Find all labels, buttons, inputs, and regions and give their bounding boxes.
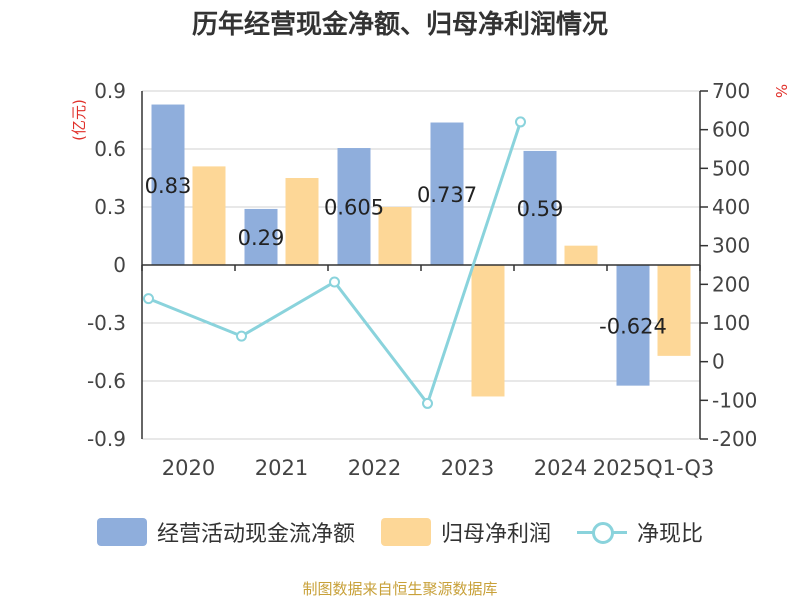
netprofit-bar: [285, 178, 319, 265]
x-tick-label: 2023: [441, 456, 494, 480]
ratio-point: [143, 293, 154, 305]
y-left-tick-label: -0.9: [87, 427, 126, 451]
legend-swatch-ratio: [577, 518, 627, 546]
cashflow-data-label: 0.605: [324, 196, 384, 220]
x-tick-label: 2020: [162, 456, 215, 480]
y-right-tick-label: 0: [712, 350, 725, 374]
y-right-tick-label: 200: [712, 272, 750, 296]
cashflow-bar: [616, 265, 650, 386]
cashflow-bar: [151, 104, 185, 266]
x-tick-label: 2025Q1-Q3: [593, 456, 715, 480]
y-left-tick-label: 0.3: [94, 195, 126, 219]
netprofit-bar: [657, 265, 691, 356]
netprofit-bar: [192, 166, 226, 265]
ratio-point: [236, 330, 247, 342]
cashflow-data-label: 0.737: [417, 183, 477, 207]
x-tick-label: 2024: [534, 456, 587, 480]
y-left-tick-label: 0.9: [94, 79, 126, 103]
y-right-tick-label: 300: [712, 234, 750, 258]
cashflow-bar: [430, 122, 464, 265]
y-right-tick-label: 500: [712, 156, 750, 180]
y-left-tick-label: 0: [113, 253, 126, 277]
y-right-tick-label: 600: [712, 118, 750, 142]
ratio-point: [329, 276, 340, 288]
legend-swatch-cashflow: [96, 518, 147, 546]
y-right-tick-label: 700: [712, 79, 750, 103]
cashflow-bar: [244, 208, 278, 265]
bars: [151, 104, 691, 397]
y-left-tick-label: -0.3: [87, 311, 126, 335]
legend-item-cashflow[interactable]: 经营活动现金流净额: [96, 516, 355, 548]
cashflow-data-label: 0.59: [517, 197, 564, 221]
y-right-tick-label: -100: [712, 388, 757, 412]
legend: 经营活动现金流净额 归母净利润 净现比: [0, 516, 800, 548]
ratio-line: [143, 116, 526, 409]
legend-label-cashflow: 经营活动现金流净额: [156, 522, 355, 547]
y-left-tick-label: 0.6: [94, 137, 126, 161]
chart-title: 历年经营现金净额、归母净利润情况: [191, 10, 608, 40]
legend-label-ratio: 净现比: [637, 522, 704, 547]
y-left-axis-label: (亿元): [70, 99, 88, 141]
legend-swatch-netprofit: [380, 518, 431, 546]
legend-item-ratio[interactable]: 净现比: [577, 516, 703, 548]
netprofit-bar: [471, 265, 505, 397]
cashflow-data-label: 0.83: [145, 174, 192, 198]
netprofit-bar: [378, 207, 412, 265]
ratio-point: [515, 116, 526, 128]
cashflow-data-label: 0.29: [238, 226, 285, 250]
axes: 0.9 0.6 0.3 0 -0.3 -0.6 -0.9 700 600 500 400 300 200…: [87, 79, 757, 480]
legend-label-netprofit: 归母净利润: [440, 522, 551, 547]
x-tick-label: 2022: [348, 456, 401, 480]
cashflow-bar: [337, 148, 371, 265]
y-right-tick-label: -200: [712, 427, 757, 451]
y-right-axis-label: %: [772, 84, 790, 98]
x-tick-label: 2021: [255, 456, 308, 480]
y-left-tick-label: -0.6: [87, 369, 126, 393]
data-source: 制图数据来自恒生聚源数据库: [302, 580, 498, 598]
cashflow-bar: [523, 150, 557, 265]
y-right-tick-label: 100: [712, 311, 750, 335]
data-labels: 0.83 0.29 0.605 0.737 0.59 -0.624: [145, 174, 667, 339]
y-right-tick-label: 400: [712, 195, 750, 219]
legend-item-netprofit[interactable]: 归母净利润: [380, 516, 551, 548]
netprofit-bar: [564, 245, 598, 265]
cashflow-data-label: -0.624: [599, 314, 667, 338]
ratio-point: [422, 397, 433, 409]
